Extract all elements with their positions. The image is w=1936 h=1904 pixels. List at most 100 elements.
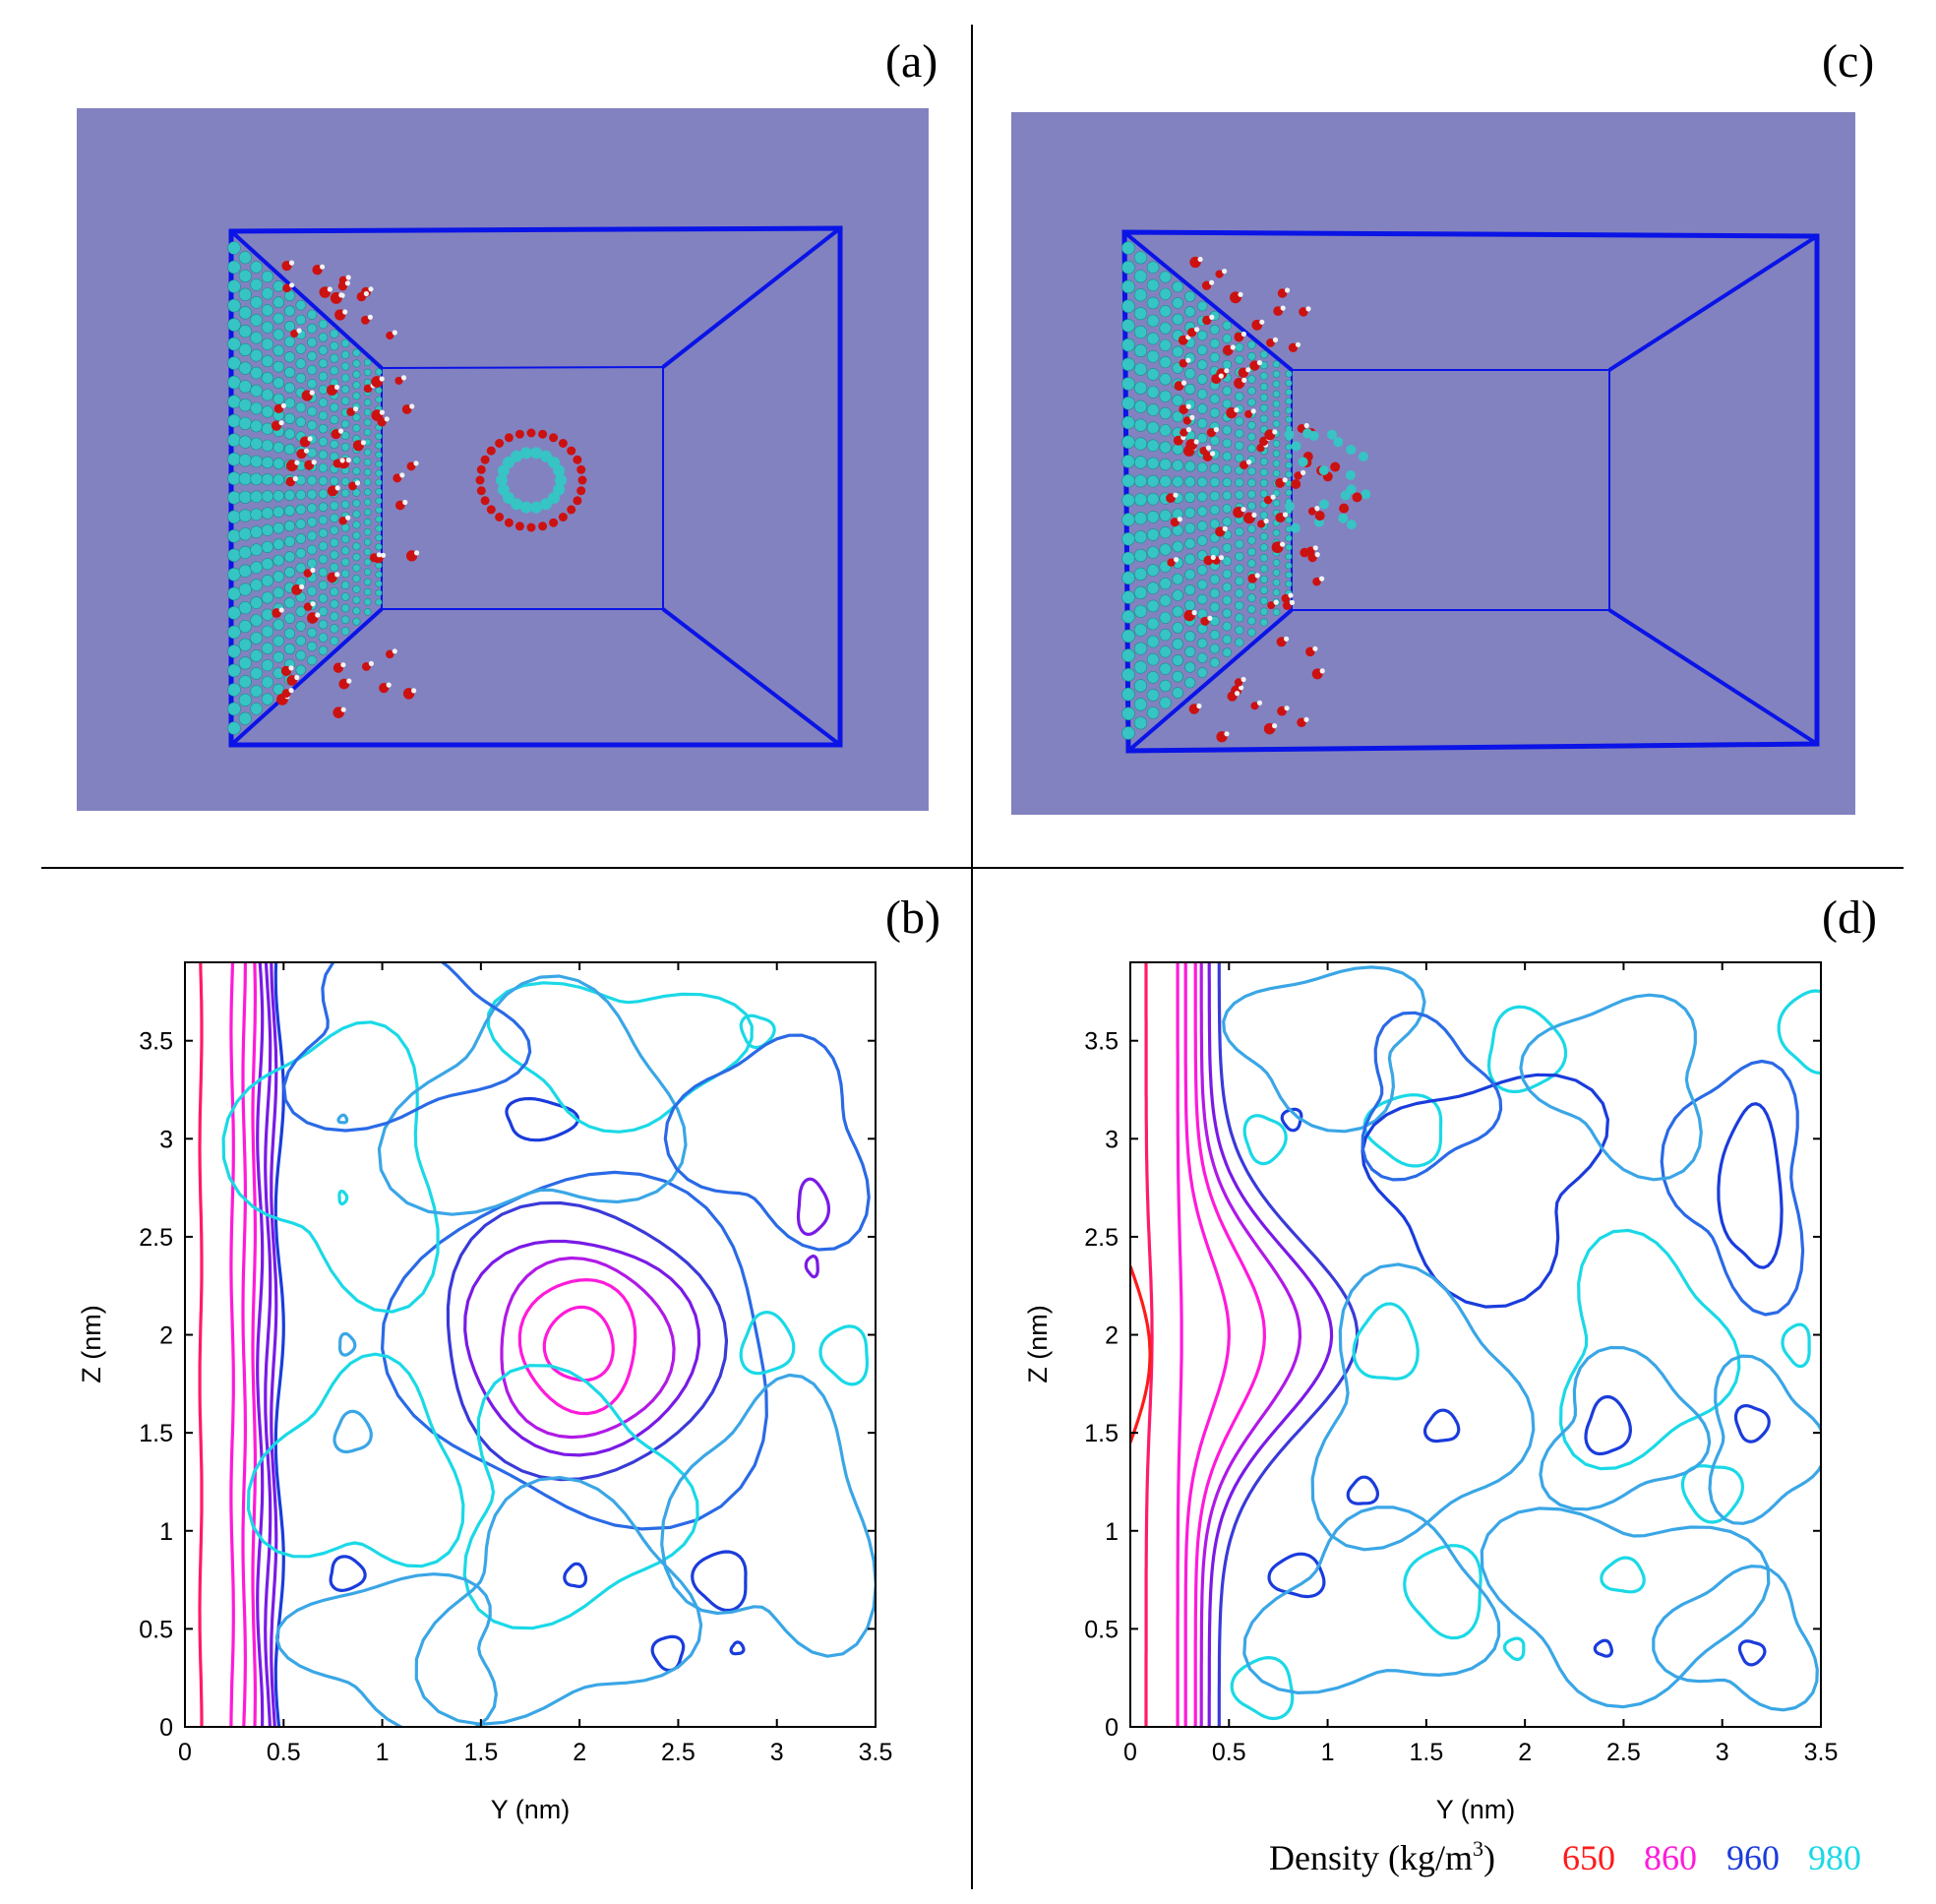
carbon-atom — [1285, 461, 1293, 469]
carbon-atom — [1184, 461, 1196, 472]
contour-line — [446, 1200, 729, 1482]
carbon-atom — [340, 581, 350, 590]
carbon-atom — [295, 649, 307, 661]
carbon-atom — [1235, 441, 1244, 451]
carbon-atom — [1184, 661, 1196, 673]
carbon-atom — [250, 543, 263, 557]
hydrogen-atom — [1213, 427, 1219, 433]
hydrogen-atom — [278, 420, 284, 426]
carbon-atom — [1196, 652, 1208, 664]
carbon-atom — [352, 499, 361, 508]
carbon-atom — [1235, 392, 1244, 401]
carbon-atom — [227, 337, 241, 351]
carbon-atom — [1285, 398, 1293, 405]
hydrogen-atom — [392, 330, 397, 336]
carbon-atom — [1285, 370, 1293, 378]
hydrogen-atom — [345, 275, 351, 280]
contour-line — [1777, 989, 1821, 1075]
x-tick-label: 2.5 — [661, 1739, 696, 1766]
hydrogen-atom — [1196, 703, 1202, 709]
contour-line — [264, 962, 272, 1727]
carbon-atom — [1259, 361, 1268, 370]
carbon-atom — [1209, 644, 1220, 654]
carbon-atom — [272, 490, 285, 502]
carbon-atom — [283, 305, 296, 317]
oxygen-atom — [558, 513, 568, 522]
carbon-atom — [1259, 403, 1268, 412]
carbon-atom — [1235, 638, 1244, 647]
carbon-atom — [1222, 517, 1233, 527]
oxygen-atom — [369, 553, 379, 563]
carbon-atom — [363, 428, 372, 437]
carbon-atom — [1184, 491, 1196, 504]
carbon-atom — [375, 580, 383, 587]
carbon-atom — [261, 354, 274, 368]
carbon-atom — [1247, 604, 1256, 614]
contour-line — [1486, 1005, 1568, 1094]
carbon-atom — [1159, 271, 1172, 283]
oxygen-atom — [549, 518, 559, 527]
hydrogen-atom — [1224, 368, 1230, 374]
panel-label-b: (b) — [885, 891, 940, 944]
contour-line — [1230, 1656, 1295, 1721]
carbon-atom — [340, 569, 350, 579]
carbon-atom — [1196, 476, 1208, 488]
carbon-atom — [261, 693, 274, 706]
carbon-atom — [307, 350, 318, 362]
carbon-atom — [1159, 441, 1172, 454]
carbon-atom — [250, 277, 263, 291]
carbon-atom — [1146, 403, 1160, 416]
graphene-wall-and-water — [227, 241, 587, 735]
carbon-atom — [1159, 577, 1172, 590]
carbon-atom — [283, 566, 296, 579]
x-tick-label: 1 — [376, 1739, 390, 1766]
carbon-atom — [1247, 478, 1256, 488]
plot-frame — [184, 961, 877, 1728]
y-tick-label: 0.5 — [1084, 1616, 1119, 1643]
y-tick-label: 2 — [159, 1322, 173, 1350]
carbon-atom — [375, 387, 383, 395]
carbon-atom — [261, 456, 274, 469]
carbon-atom — [340, 419, 350, 429]
carbon-atom — [340, 397, 350, 405]
carbon-atom — [1121, 726, 1135, 740]
carbon-atom — [1235, 576, 1244, 586]
hydrogen-atom — [1224, 731, 1230, 737]
carbon-atom — [1159, 526, 1172, 539]
carbon-atom — [352, 606, 361, 615]
carbon-atom — [261, 557, 274, 571]
carbon-atom — [1146, 689, 1160, 702]
hydrogen-atom — [333, 384, 340, 391]
carbon-atom — [1272, 558, 1281, 567]
oxygen-atom — [475, 475, 485, 485]
carbon-atom — [352, 553, 361, 562]
oxygen-atom — [401, 404, 412, 414]
oxygen-atom — [1180, 428, 1188, 437]
oxygen-atom — [576, 486, 586, 496]
carbon-atom — [1247, 559, 1256, 568]
contour-line — [270, 962, 278, 1727]
oxygen-atom — [1305, 646, 1315, 657]
carbon-atom — [352, 370, 361, 379]
carbon-atom — [1345, 469, 1356, 480]
oxygen-atom — [486, 505, 496, 515]
carbon-atom — [307, 323, 318, 335]
carbon-atom — [1247, 375, 1256, 384]
carbon-atom — [318, 489, 329, 499]
carbon-atom — [318, 554, 329, 565]
hydrogen-atom — [294, 674, 300, 681]
carbon-atom — [227, 413, 241, 428]
carbon-atom — [1159, 611, 1172, 624]
carbon-atom — [1247, 466, 1256, 476]
carbon-atom — [352, 488, 361, 497]
carbon-atom — [250, 401, 263, 415]
hydrogen-atom — [309, 390, 315, 396]
hydrogen-atom — [340, 706, 346, 712]
carbon-atom — [261, 287, 274, 300]
y-tick-label: 1 — [1105, 1518, 1119, 1546]
carbon-atom — [227, 490, 241, 505]
carbon-atom — [1272, 469, 1281, 477]
carbon-atom — [227, 586, 241, 601]
carbon-atom — [227, 625, 241, 640]
carbon-atom — [318, 450, 329, 461]
